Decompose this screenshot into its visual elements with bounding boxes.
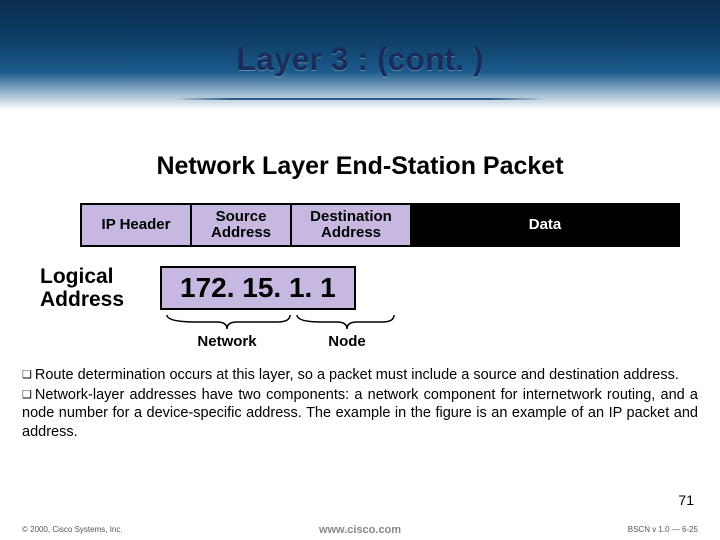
subtitle: Network Layer End-Station Packet (0, 152, 720, 181)
title-underline (175, 98, 545, 100)
packet-cell-source: SourceAddress (190, 203, 290, 247)
bullet-1: Route determination occurs at this layer… (22, 366, 698, 384)
footer-code: BSCN v 1.0 — 6-25 (628, 525, 698, 534)
footer-copyright: © 2000, Cisco Systems, Inc. (22, 525, 123, 534)
packet-diagram: IP Header SourceAddress DestinationAddre… (80, 203, 680, 247)
brace-labels: Network Node (162, 333, 402, 350)
packet-cell-data: Data (410, 203, 680, 247)
node-label: Node (292, 333, 402, 350)
bullet-2: Network-layer addresses have two compone… (22, 386, 698, 440)
brace-row (162, 313, 402, 333)
logical-address-row: LogicalAddress 172. 15. 1. 1 (40, 265, 720, 311)
logical-address-label: LogicalAddress (40, 265, 160, 311)
curly-braces (162, 313, 402, 333)
slide-title: Layer 3 : (cont. ) (236, 41, 483, 78)
logical-ip-box: 172. 15. 1. 1 (160, 266, 356, 310)
packet-cell-destination: DestinationAddress (290, 203, 410, 247)
title-banner: Layer 3 : (cont. ) (0, 0, 720, 110)
network-label: Network (162, 333, 292, 350)
bullet-block: Route determination occurs at this layer… (22, 366, 698, 441)
slide-number: 71 (678, 492, 694, 508)
footer: © 2000, Cisco Systems, Inc. www.cisco.co… (0, 525, 720, 534)
footer-url: www.cisco.com (319, 524, 401, 536)
packet-cell-ip-header: IP Header (80, 203, 190, 247)
